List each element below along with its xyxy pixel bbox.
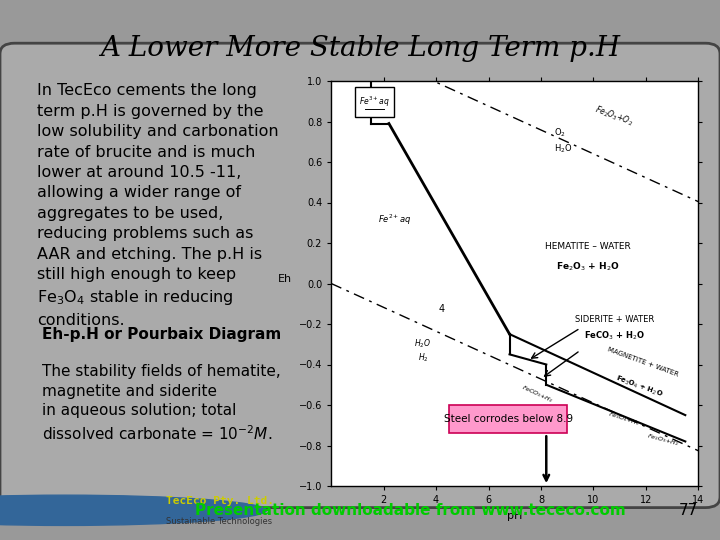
Text: In TecEco cements the long
term p.H is governed by the
low solubility and carbon: In TecEco cements the long term p.H is g… (37, 83, 279, 328)
Y-axis label: Eh: Eh (278, 273, 292, 284)
Text: Eh-p.H or Pourbaix Diagram: Eh-p.H or Pourbaix Diagram (42, 327, 282, 342)
Text: FeCO$_3$+H$_2$: FeCO$_3$+H$_2$ (520, 383, 554, 406)
Text: Fe$_3$O$_4$+H$_2$: Fe$_3$O$_4$+H$_2$ (606, 410, 640, 428)
Text: H$_2$: H$_2$ (418, 352, 428, 364)
Text: Sustainable Technologies: Sustainable Technologies (166, 517, 271, 525)
Text: HEMATITE – WATER: HEMATITE – WATER (545, 242, 631, 251)
Text: Fe$_3$O$_4$ + H$_2$O: Fe$_3$O$_4$ + H$_2$O (614, 374, 665, 400)
FancyBboxPatch shape (0, 43, 720, 508)
Bar (355, 87, 394, 118)
Text: 77: 77 (679, 503, 698, 518)
Text: Fe$^{3+}$aq: Fe$^{3+}$aq (359, 95, 390, 110)
Text: TecEco Pty. Ltd.: TecEco Pty. Ltd. (166, 496, 274, 506)
Text: Fe$^{2+}$aq: Fe$^{2+}$aq (379, 212, 412, 227)
Text: The stability fields of hematite,
magnetite and siderite
in aqueous solution; to: The stability fields of hematite, magnet… (42, 364, 282, 443)
Text: Fe$_2$O$_3$+H$_2$: Fe$_2$O$_3$+H$_2$ (646, 431, 680, 448)
Text: Presentation downloadable from www.tececo.com: Presentation downloadable from www.tecec… (195, 503, 626, 518)
Text: A Lower More Stable Long Term p.H: A Lower More Stable Long Term p.H (100, 35, 620, 62)
Text: Fe$_2$O$_3$+O$_2$: Fe$_2$O$_3$+O$_2$ (593, 104, 635, 129)
FancyBboxPatch shape (449, 405, 567, 433)
Text: FeCO$_3$ + H$_2$O: FeCO$_3$ + H$_2$O (584, 329, 645, 342)
Text: O$_2$: O$_2$ (554, 127, 566, 139)
Text: MAGNETITE + WATER: MAGNETITE + WATER (606, 346, 679, 377)
X-axis label: pH: pH (507, 511, 523, 521)
Text: SIDERITE + WATER: SIDERITE + WATER (575, 315, 654, 324)
Text: Fe$_2$O$_3$ + H$_2$O: Fe$_2$O$_3$ + H$_2$O (557, 260, 620, 273)
Text: H$_2$O: H$_2$O (554, 143, 572, 156)
Circle shape (0, 495, 266, 525)
Text: Steel corrodes below 8.9: Steel corrodes below 8.9 (444, 414, 573, 424)
Text: H$_2$O: H$_2$O (415, 338, 431, 350)
Text: 4: 4 (438, 304, 444, 314)
